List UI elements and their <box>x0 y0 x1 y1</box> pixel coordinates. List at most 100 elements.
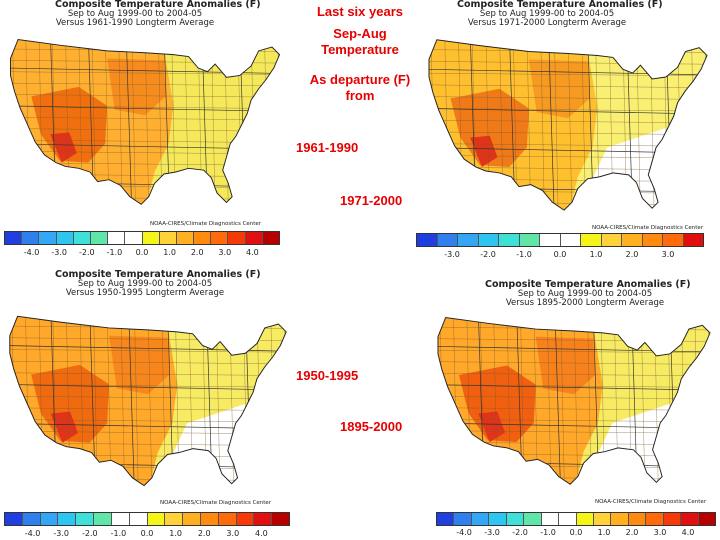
color-scale-bar <box>416 233 704 247</box>
map-subtitle: Sep to Aug 1999-00 to 2004-05 <box>479 9 615 20</box>
us-outline <box>10 38 281 205</box>
scale-tick-label: 1.0 <box>163 248 176 257</box>
overlay-heading: Last six years <box>316 4 403 19</box>
color-swatch <box>56 232 74 244</box>
scale-tick-label: 3.0 <box>661 250 675 259</box>
scale-tick-label: 2.0 <box>190 248 204 257</box>
color-swatch <box>129 513 148 525</box>
anomaly-map-panel: Composite Temperature Anomalies (F) Sep … <box>0 269 300 540</box>
scale-tick-label: 2.0 <box>625 250 639 259</box>
overlay-period-label: 1950-1995 <box>296 368 359 383</box>
color-swatch <box>5 232 23 244</box>
map-credit: NOAA-CIRES/Climate Diagnostics Center <box>160 500 272 506</box>
color-scale-bar <box>4 512 290 526</box>
scale-tick-label: -1.0 <box>540 528 556 537</box>
map-baseline: Versus 1950-1995 Longterm Average <box>65 288 225 299</box>
scale-tick-label: 2.0 <box>625 528 639 537</box>
color-swatch <box>663 513 682 525</box>
color-swatch <box>471 513 490 525</box>
map-subtitle: Sep to Aug 1999-00 to 2004-05 <box>67 9 203 20</box>
plains-anomaly-region <box>535 336 596 395</box>
overlay-period-label: 1971-2000 <box>340 193 403 208</box>
scale-tick-label: 1.0 <box>597 528 611 537</box>
panel-title: Composite Temperature Anomalies (F) Sep … <box>485 279 691 309</box>
us-anomaly-map <box>10 38 281 205</box>
color-swatch <box>541 513 560 525</box>
map-title: Composite Temperature Anomalies (F) <box>55 0 261 10</box>
scale-tick-label: -1.0 <box>110 529 127 538</box>
color-swatch <box>581 234 602 246</box>
map-baseline: Versus 1971-2000 Longterm Average <box>467 18 627 29</box>
scale-tick-label: 0.0 <box>569 528 583 537</box>
color-swatch <box>683 234 703 246</box>
us-outline <box>428 39 708 211</box>
color-swatch <box>236 513 255 525</box>
color-swatch <box>111 513 130 525</box>
color-scale-bar <box>436 512 716 526</box>
hotspot-region <box>50 411 78 443</box>
color-swatch <box>681 513 699 525</box>
color-swatch <box>40 513 59 525</box>
map-baseline: Versus 1895-2000 Longterm Average <box>505 298 665 309</box>
us-anomaly-map <box>428 39 708 211</box>
hotspot-region <box>50 132 77 163</box>
color-swatch <box>125 232 143 244</box>
plains-anomaly-region <box>528 59 590 119</box>
scale-tick-label: 1.0 <box>169 529 182 538</box>
color-swatch <box>540 234 561 246</box>
map-title: Composite Temperature Anomalies (F) <box>485 279 691 290</box>
overlay-departure-note: As departure (F) from <box>309 72 411 103</box>
color-swatch <box>499 234 520 246</box>
map-credit: NOAA-CIRES/Climate Diagnostics Center <box>592 225 704 231</box>
color-swatch <box>417 234 438 246</box>
color-swatch <box>559 513 577 525</box>
map-credit: NOAA-CIRES/Climate Diagnostics Center <box>150 221 262 227</box>
scale-tick-label: -4.0 <box>23 248 40 257</box>
color-swatch <box>108 232 126 244</box>
color-swatch <box>22 513 41 525</box>
color-scale-ticks: -4.0 -3.0 -2.0 -1.0 0.0 1.0 2.0 3.0 4.0 <box>436 528 716 538</box>
color-swatch <box>194 232 212 244</box>
color-swatch <box>142 232 160 244</box>
anomaly-map-panel: Composite Temperature Anomalies (F) Sep … <box>412 0 720 265</box>
color-swatch <box>628 513 647 525</box>
color-swatch <box>165 513 184 525</box>
map-credit: NOAA-CIRES/Climate Diagnostics Center <box>595 499 707 505</box>
anomaly-map-panel: Composite Temperature Anomalies (F) Sep … <box>430 279 720 540</box>
color-swatch <box>698 513 715 525</box>
color-swatch <box>228 232 246 244</box>
color-swatch <box>218 513 237 525</box>
color-swatch <box>524 513 542 525</box>
color-swatch <box>58 513 77 525</box>
color-swatch <box>458 234 479 246</box>
color-swatch <box>576 513 594 525</box>
map-baseline: Versus 1961-1990 Longterm Average <box>55 18 215 29</box>
color-swatch <box>147 513 166 525</box>
color-swatch <box>76 513 95 525</box>
scale-tick-label: 0.0 <box>553 250 567 259</box>
color-swatch <box>437 234 458 246</box>
color-swatch <box>183 513 201 525</box>
color-scale-ticks: -3.0 -2.0 -1.0 0.0 1.0 2.0 3.0 <box>416 250 704 260</box>
scale-tick-label: 3.0 <box>653 528 667 537</box>
scale-tick-label: -3.0 <box>444 250 460 259</box>
scale-tick-label: -2.0 <box>512 528 528 537</box>
scale-tick-label: -3.0 <box>53 529 69 538</box>
color-swatch <box>646 513 664 525</box>
map-subtitle: Sep to Aug 1999-00 to 2004-05 <box>77 279 213 290</box>
scale-tick-label: -3.0 <box>484 528 500 537</box>
color-swatch <box>22 232 40 244</box>
scale-tick-label: -3.0 <box>51 248 67 257</box>
southwest-anomaly-region <box>31 364 110 443</box>
color-swatch <box>437 513 455 525</box>
scale-tick-label: 3.0 <box>218 248 232 257</box>
plains-anomaly-region <box>109 335 170 395</box>
color-swatch <box>642 234 663 246</box>
color-swatch <box>478 234 499 246</box>
color-swatch <box>593 513 612 525</box>
color-swatch <box>94 513 112 525</box>
panel-title: Composite Temperature Anomalies (F) Sep … <box>55 0 261 29</box>
us-outline <box>9 315 287 487</box>
scale-tick-label: -1.0 <box>106 248 123 257</box>
scale-tick-label: 4.0 <box>246 248 259 257</box>
